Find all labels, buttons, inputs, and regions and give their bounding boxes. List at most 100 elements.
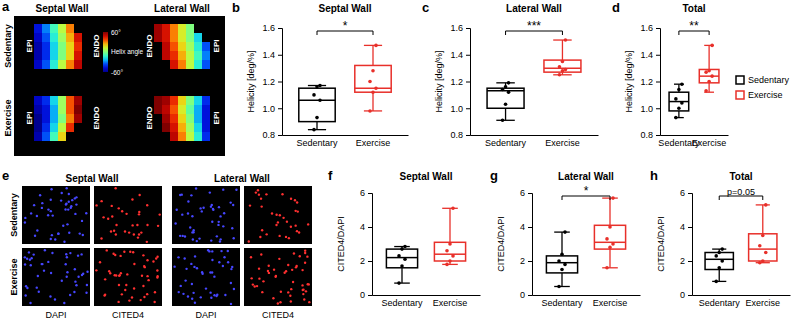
- x-tick-label: Sedentary: [296, 138, 338, 148]
- nucleus-dot: [33, 204, 35, 206]
- median: [749, 248, 777, 250]
- heatmap-cell: [154, 96, 162, 105]
- nucleus-dot: [192, 292, 194, 294]
- nucleus-dot: [67, 208, 69, 210]
- nucleus-dot: [202, 207, 204, 209]
- micrograph: [94, 248, 162, 306]
- heatmap-cell: [202, 60, 210, 69]
- data-point: [720, 247, 724, 251]
- micrograph: [244, 248, 312, 306]
- whisker: [609, 249, 610, 268]
- data-point: [605, 237, 609, 241]
- nucleus-dot: [301, 269, 303, 271]
- whisker-cap: [442, 208, 458, 209]
- y-axis: 0.81.01.21.41.6: [450, 23, 470, 140]
- nucleus-dot: [138, 213, 140, 215]
- heatmap-cell: [50, 33, 58, 42]
- nucleus-dot: [291, 269, 293, 271]
- nucleus-dot: [265, 193, 267, 195]
- nucleus-dot: [29, 302, 31, 304]
- box: [546, 256, 577, 273]
- data-point: [397, 281, 401, 285]
- nucleus-dot: [288, 237, 290, 239]
- data-point: [451, 254, 455, 258]
- nucleus-dot: [104, 294, 106, 296]
- heatmap-cell: [74, 33, 82, 42]
- nucleus-dot: [80, 253, 82, 255]
- nucleus-dot: [181, 235, 183, 237]
- nucleus-dot: [85, 292, 87, 294]
- nucleus-dot: [255, 191, 257, 193]
- marks: [705, 203, 777, 283]
- image-background: [14, 16, 225, 156]
- data-point: [608, 246, 612, 250]
- heatmap-cell: [66, 114, 74, 123]
- nucleus-dot: [126, 273, 128, 275]
- nucleus-dot: [68, 201, 70, 203]
- nucleus-dot: [211, 204, 213, 206]
- nucleus-dot: [54, 238, 56, 240]
- nucleus-dot: [74, 280, 76, 282]
- nucleus-dot: [64, 208, 66, 210]
- whisker: [505, 108, 506, 120]
- colorbar: [103, 32, 108, 72]
- data-point: [557, 259, 561, 263]
- data-point: [312, 128, 316, 132]
- nucleus-dot: [187, 200, 189, 202]
- nucleus-dot: [117, 301, 119, 303]
- y-axis-line: [528, 194, 533, 296]
- y-tick: 0.8: [640, 130, 660, 140]
- data-point: [761, 259, 765, 263]
- whisker: [401, 268, 402, 283]
- heatmap-cell: [202, 51, 210, 60]
- nucleus-dot: [124, 289, 126, 291]
- nucleus-dot: [26, 258, 28, 260]
- heatmap-cell: [74, 42, 82, 51]
- heatmap-cell: [50, 132, 58, 141]
- y-tick-mark: [368, 295, 372, 296]
- y-axis: 0246: [520, 188, 533, 300]
- x-axis-line: [373, 295, 481, 296]
- whisker: [708, 45, 709, 69]
- nucleus-dot: [180, 285, 182, 287]
- nucleus-dot: [125, 284, 127, 286]
- channel-label: CITED4: [262, 310, 294, 320]
- nucleus-dot: [190, 263, 192, 265]
- heatmap-cell: [74, 105, 82, 114]
- data-point: [507, 90, 511, 94]
- y-tick-label: 1.4: [262, 50, 275, 60]
- heatmap-cell: [50, 51, 58, 60]
- nucleus-dot: [74, 213, 76, 215]
- nucleus-dot: [39, 194, 41, 196]
- chart-title: Total: [729, 171, 752, 182]
- nucleus-dot: [81, 220, 83, 222]
- heatmap-cell: [74, 51, 82, 60]
- nucleus-dot: [294, 224, 296, 226]
- x-tick: Exercise: [746, 298, 781, 308]
- nucleus-dot: [85, 212, 87, 214]
- data-point: [371, 90, 375, 94]
- heatmap-cell: [186, 42, 194, 51]
- nucleus-dot: [235, 189, 237, 191]
- nucleus-dot: [103, 294, 105, 296]
- nucleus-dot: [100, 200, 102, 202]
- nucleus-dot: [258, 267, 260, 269]
- nucleus-dot: [41, 263, 43, 265]
- nucleus-dot: [258, 193, 260, 195]
- nucleus-dot: [28, 251, 30, 253]
- heatmap-cell: [194, 123, 202, 132]
- y-tick-label: 0.8: [450, 130, 463, 140]
- y-tick-mark: [278, 108, 282, 109]
- median: [544, 67, 581, 69]
- nucleus-dot: [227, 261, 229, 263]
- heatmap-cell: [50, 60, 58, 69]
- x-tick: Exercise: [593, 298, 628, 308]
- x-axis-line: [283, 135, 409, 136]
- side-label: ENDO: [92, 34, 101, 57]
- heatmap-cell: [154, 105, 162, 114]
- whisker: [762, 205, 763, 234]
- data-point: [707, 80, 711, 84]
- heatmap-cell: [34, 24, 42, 33]
- heatmap-cell: [178, 33, 186, 42]
- heatmap-cell: [170, 33, 178, 42]
